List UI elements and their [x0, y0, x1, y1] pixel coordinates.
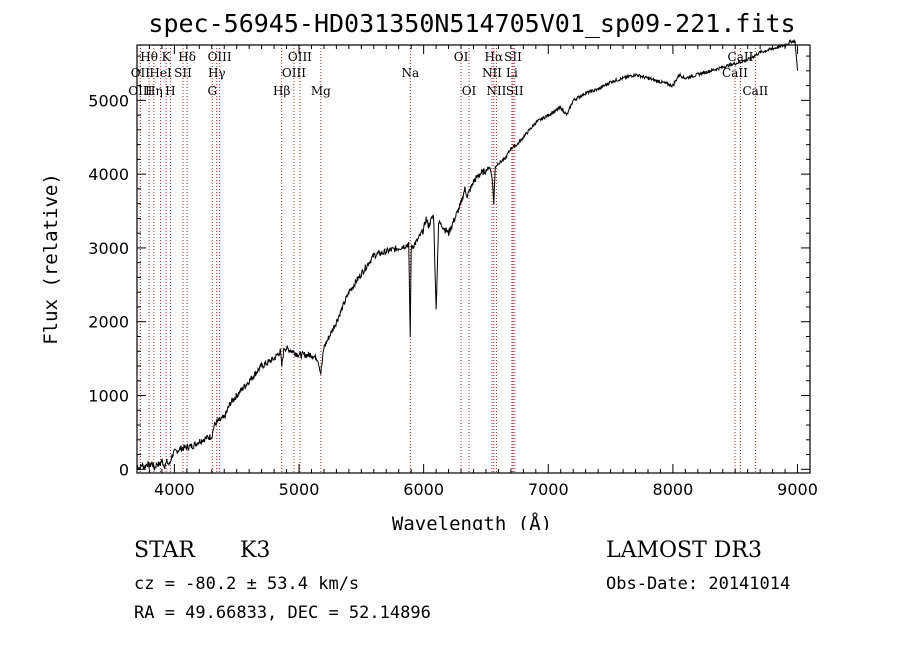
line-label: Li — [506, 66, 518, 80]
x-tick-label: 7000 — [528, 480, 569, 499]
spectral-subclass: K3 — [240, 538, 271, 563]
line-label: Hθ — [140, 50, 158, 64]
line-label: Na — [401, 66, 419, 80]
line-label: H — [165, 84, 175, 98]
line-label: OI — [462, 84, 477, 98]
line-label: Hγ — [208, 66, 226, 80]
line-label: SII — [506, 84, 524, 98]
line-label: OIII — [282, 66, 306, 80]
line-label: Hα — [485, 50, 504, 64]
y-tick-label: 1000 — [88, 387, 129, 406]
line-label: NII — [482, 66, 502, 80]
obs-date: Obs-Date: 20141014 — [606, 574, 791, 594]
spectrum-chart: spec-56945-HD031350N514705V01_sp09-221.f… — [40, 9, 818, 530]
line-label: CaII — [722, 66, 748, 80]
line-label: Hβ — [273, 84, 290, 98]
plot-frame — [136, 44, 811, 474]
line-label: Hη — [145, 84, 163, 98]
line-label: OIII — [208, 50, 232, 64]
y-tick-label: 2000 — [88, 313, 129, 332]
line-label: OI — [454, 50, 469, 64]
line-label: OIII — [288, 50, 312, 64]
line-label: K — [162, 50, 172, 64]
redshift-text: cz = -80.2 ± 53.4 km/s — [134, 574, 360, 594]
line-label: CaII — [728, 50, 754, 64]
line-label: Hδ — [178, 50, 196, 64]
coordinates: RA = 49.66833, DEC = 52.14896 — [134, 603, 431, 623]
line-label: SII — [504, 50, 522, 64]
x-tick-label: 8000 — [653, 480, 694, 499]
y-tick-label: 0 — [119, 460, 129, 479]
x-axis-label: Wavelength (Å) — [392, 512, 552, 530]
y-tick-label: 3000 — [88, 239, 129, 258]
survey-name: LAMOST DR3 — [606, 538, 762, 563]
y-tick-label: 4000 — [88, 165, 129, 184]
line-label: SII — [174, 66, 192, 80]
object-class: STAR — [134, 538, 195, 563]
line-label: NII — [486, 84, 506, 98]
x-tick-label: 4000 — [154, 480, 195, 499]
spectrum-line — [137, 38, 798, 471]
line-label: G — [207, 84, 217, 98]
line-label: CaII — [742, 84, 768, 98]
x-tick-label: 6000 — [403, 480, 444, 499]
y-axis-label: Flux (relative) — [40, 173, 62, 345]
line-label: Mg — [311, 84, 331, 98]
chart-title: spec-56945-HD031350N514705V01_sp09-221.f… — [148, 9, 795, 38]
x-tick-label: 9000 — [777, 480, 818, 499]
line-label: HeI — [149, 66, 172, 80]
x-tick-label: 5000 — [279, 480, 320, 499]
y-tick-label: 5000 — [88, 91, 129, 110]
line-label: OIII — [128, 84, 152, 98]
